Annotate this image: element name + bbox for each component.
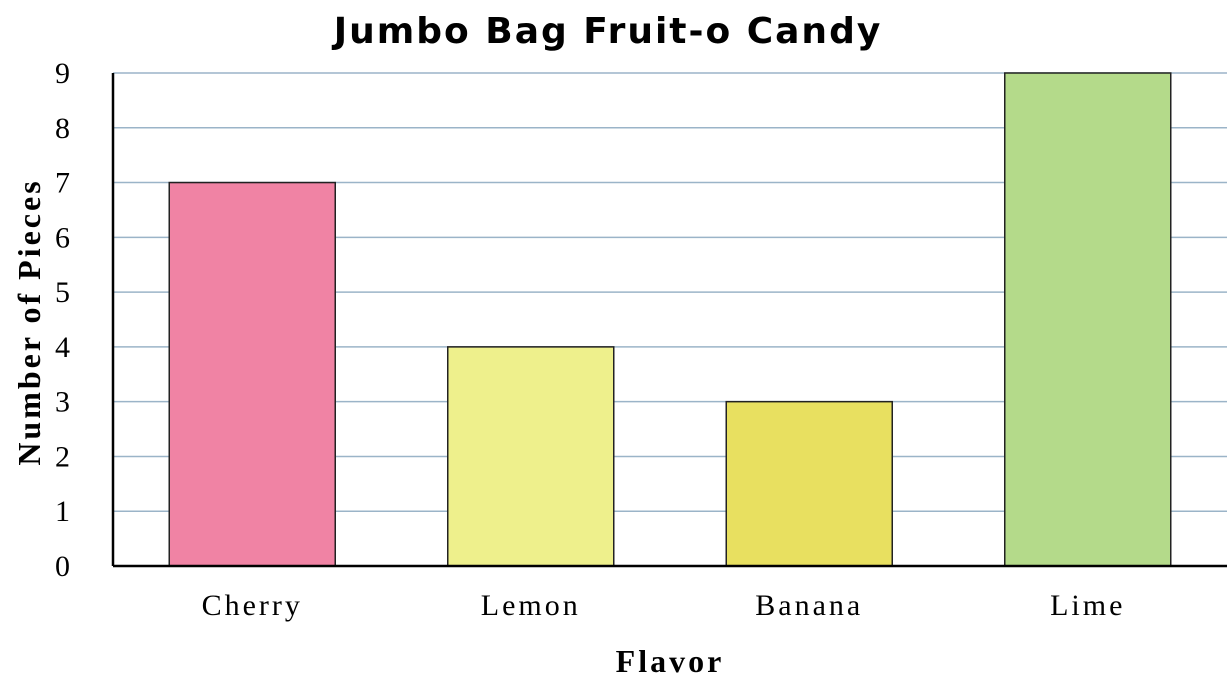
y-tick-label: 6 <box>55 221 70 254</box>
y-tick-label: 1 <box>55 495 70 528</box>
y-tick-label: 5 <box>55 276 70 309</box>
y-tick-label: 2 <box>55 440 70 473</box>
x-tick-label: Banana <box>755 589 863 622</box>
chart-title: Jumbo Bag Fruit-o Candy <box>331 11 883 52</box>
x-tick-label: Cherry <box>202 589 303 622</box>
y-tick-label: 4 <box>55 331 70 364</box>
bar-cherry <box>169 183 335 566</box>
y-tick-label: 9 <box>55 57 70 90</box>
x-tick-label: Lime <box>1050 589 1125 622</box>
x-tick-label: Lemon <box>481 589 581 622</box>
y-tick-label: 8 <box>55 112 70 145</box>
bar-lemon <box>448 347 614 566</box>
x-axis-ticks: Cherry Lemon Banana Lime <box>202 589 1126 622</box>
y-tick-label: 0 <box>55 550 70 583</box>
y-axis-label: Number of Pieces <box>11 178 47 465</box>
bar-lime <box>1005 73 1171 566</box>
x-axis-label: Flavor <box>616 643 725 677</box>
y-tick-label: 3 <box>55 386 70 419</box>
bar-banana <box>726 402 892 566</box>
y-axis-ticks: 0 1 2 3 4 5 6 7 8 9 <box>55 57 70 583</box>
y-tick-label: 7 <box>55 167 70 200</box>
bars <box>169 73 1171 566</box>
